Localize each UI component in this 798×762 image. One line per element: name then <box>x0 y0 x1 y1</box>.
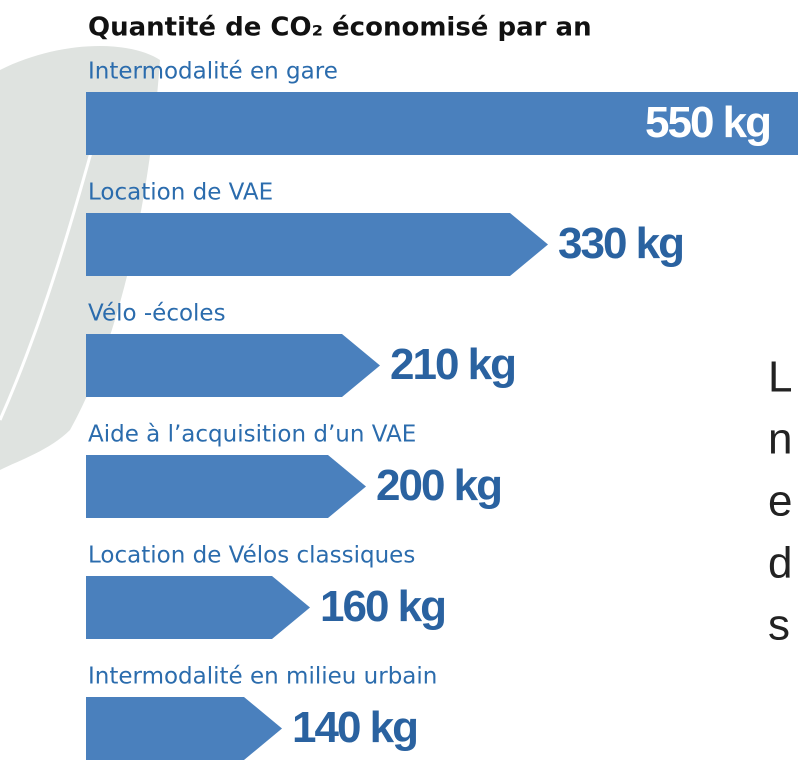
value-label: 200 kg <box>376 461 501 510</box>
value-label: 210 kg <box>390 340 515 389</box>
category-label: Aide à l’acquisition d’un VAE <box>88 422 416 448</box>
value-label: 160 kg <box>320 582 445 631</box>
bar <box>86 334 380 397</box>
bar <box>86 697 282 760</box>
category-label: Intermodalité en milieu urbain <box>88 664 437 690</box>
leaf-vein <box>0 119 102 421</box>
category-label: Intermodalité en gare <box>88 59 338 85</box>
side-text: n <box>768 415 792 464</box>
value-label: 550 kg <box>645 98 770 147</box>
side-text: d <box>768 539 792 588</box>
category-label: Location de VAE <box>88 180 273 206</box>
side-text: s <box>768 601 790 650</box>
value-label: 330 kg <box>558 219 683 268</box>
side-text: L <box>768 353 792 402</box>
category-label: Location de Vélos classiques <box>88 543 415 569</box>
bar <box>86 92 798 155</box>
side-text: e <box>768 477 792 526</box>
bar <box>86 213 548 276</box>
category-label: Vélo -écoles <box>88 301 226 327</box>
bar <box>86 455 366 518</box>
chart-title: Quantité de CO₂ économisé par an <box>88 13 592 43</box>
value-label: 140 kg <box>292 703 417 752</box>
bar <box>86 576 310 639</box>
